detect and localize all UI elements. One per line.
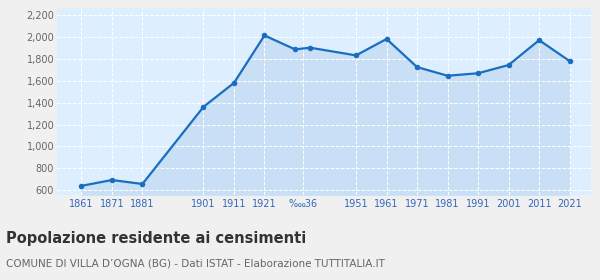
Point [199, 105, 208, 109]
Point [77, 184, 86, 188]
Point [260, 33, 269, 38]
Point [137, 182, 147, 186]
Text: COMUNE DI VILLA D’OGNA (BG) - Dati ISTAT - Elaborazione TUTTITALIA.IT: COMUNE DI VILLA D’OGNA (BG) - Dati ISTAT… [6, 259, 385, 269]
Point [107, 178, 117, 182]
Point [535, 38, 544, 42]
Point [382, 37, 391, 41]
Point [412, 65, 422, 69]
Point [473, 71, 483, 76]
Point [290, 47, 300, 52]
Point [565, 59, 574, 63]
Text: Popolazione residente ai censimenti: Popolazione residente ai censimenti [6, 231, 306, 246]
Point [504, 63, 514, 67]
Point [229, 81, 239, 85]
Point [443, 74, 452, 78]
Point [305, 45, 315, 50]
Point [351, 53, 361, 58]
